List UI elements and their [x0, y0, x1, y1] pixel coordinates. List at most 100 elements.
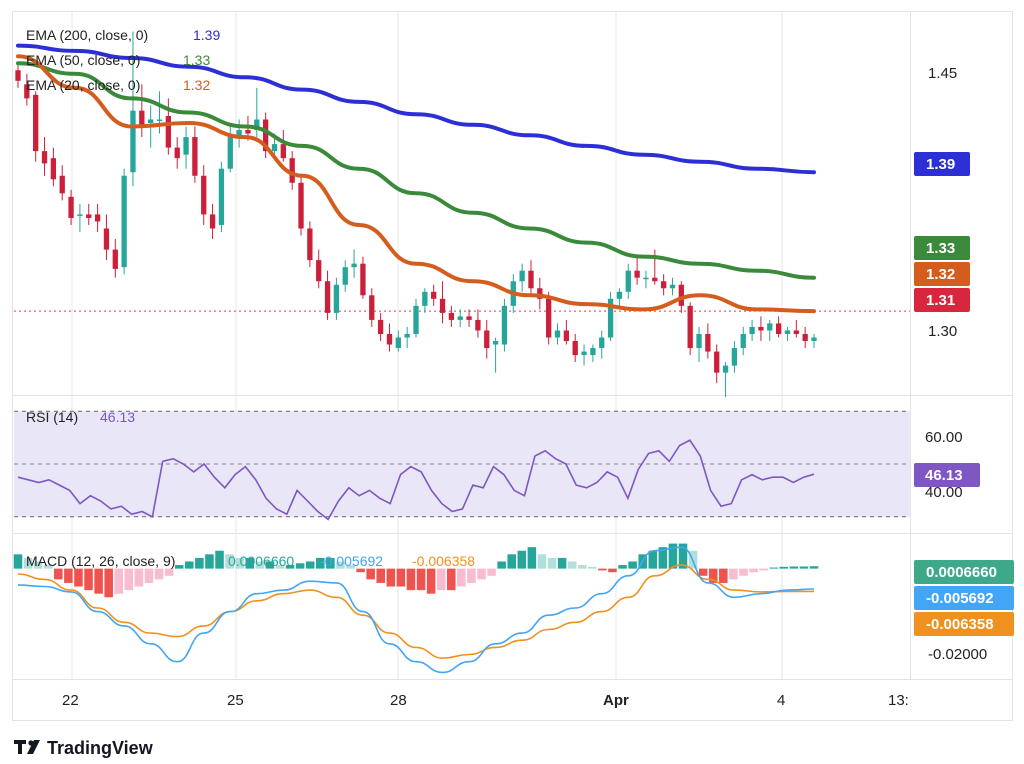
- candle-body: [731, 348, 738, 366]
- macd-histogram-bar: [537, 554, 547, 569]
- candle-body: [528, 270, 534, 289]
- macd-histogram-bar: [275, 565, 285, 569]
- macd-histogram-bar: [749, 568, 758, 573]
- macd-histogram-bar: [416, 568, 426, 591]
- price-pane[interactable]: EMA (200, close, 0) 1.39 EMA (50, close,…: [14, 27, 970, 398]
- macd-histogram-bar: [134, 568, 144, 587]
- candle-body: [41, 151, 48, 164]
- candle-body: [94, 214, 101, 222]
- macd-tick: -0.02000: [928, 646, 987, 663]
- macd-histogram-bar: [356, 568, 365, 573]
- macd-histogram-bar: [305, 561, 315, 569]
- macd-histogram-bar: [316, 557, 325, 569]
- price-legend[interactable]: EMA (200, close, 0) 1.39 EMA (50, close,…: [26, 27, 220, 93]
- macd-histogram-bar: [195, 557, 204, 569]
- chart-frame: [12, 11, 1013, 721]
- candle-body: [546, 298, 552, 338]
- ema50-badge-text: 1.33: [926, 240, 955, 257]
- candle-body: [643, 277, 649, 280]
- macd-histogram-bar: [104, 568, 113, 598]
- candle-body: [422, 291, 428, 306]
- candle-body: [342, 267, 348, 285]
- macd-histogram-bar: [457, 568, 466, 587]
- pane-frames: [12, 11, 1013, 721]
- ema20-price-badge: [914, 262, 970, 286]
- macd-title[interactable]: MACD (12, 26, close, 9): [26, 553, 175, 569]
- macd-histogram-bar: [628, 561, 637, 569]
- macd-histogram-bar: [497, 561, 506, 569]
- time-axis[interactable]: 22 25 28 Apr 4 13:: [62, 692, 909, 709]
- macd-histogram-bar: [43, 565, 53, 569]
- macd-histogram-bar: [84, 568, 93, 591]
- candle-body: [236, 130, 242, 138]
- candle-body: [678, 284, 684, 306]
- candle-body: [714, 351, 720, 373]
- candle-body: [413, 305, 419, 334]
- candle-body: [554, 330, 561, 338]
- macd-histogram-bar: [205, 554, 214, 569]
- macd-histogram-bar: [577, 565, 587, 569]
- candle-body: [652, 277, 658, 282]
- macd-histogram-bar: [477, 568, 486, 580]
- candle-body: [431, 291, 437, 299]
- macd-histogram-bar: [729, 568, 738, 580]
- macd-histogram-bar: [436, 568, 446, 591]
- candle-body: [280, 144, 286, 159]
- candle-body: [139, 110, 145, 127]
- candle-body: [130, 110, 136, 173]
- ema-200-line: [16, 43, 816, 175]
- macd-histogram-bar: [446, 568, 456, 591]
- ema20-legend-value: 1.32: [183, 77, 210, 93]
- candlesticks: [15, 31, 817, 398]
- macd-histogram-badge: [914, 560, 1014, 584]
- candle-body: [24, 84, 30, 99]
- macd-histogram-bar: [326, 557, 335, 569]
- macd-histogram-bar: [527, 547, 537, 569]
- ema-50-line: [16, 61, 816, 280]
- time-tick: 25: [227, 692, 244, 709]
- candle-body: [793, 330, 799, 334]
- macd-histogram-bar: [164, 568, 174, 576]
- candle-body: [227, 137, 233, 169]
- rsi-title[interactable]: RSI (14): [26, 409, 78, 425]
- macd-pane[interactable]: MACD (12, 26, close, 9) 0.0006660 -0.005…: [13, 543, 1014, 674]
- macd-histogram-bar: [708, 568, 718, 583]
- candle-body: [802, 333, 808, 342]
- macd-histogram-bar: [33, 561, 43, 569]
- macd-histogram-value: 0.0006660: [228, 553, 294, 569]
- macd-histogram-bar: [799, 566, 809, 569]
- candle-body: [59, 175, 65, 194]
- candle-body: [50, 158, 57, 180]
- rsi-pane[interactable]: RSI (14) 46.13 60.00 40.00 46.13: [14, 409, 980, 521]
- ema20-legend-name[interactable]: EMA (20, close, 0): [26, 77, 140, 93]
- price-axis[interactable]: 1.45 1.30 1.39 1.33 1.32 1.31: [914, 65, 970, 340]
- macd-line: [17, 546, 815, 674]
- candle-body: [696, 333, 702, 349]
- time-tick: 28: [390, 692, 407, 709]
- candle-body: [351, 263, 357, 268]
- macd-histogram-bar: [406, 568, 416, 591]
- candle-body: [722, 365, 729, 373]
- macd-histogram-bar: [124, 568, 134, 591]
- macd-histogram-bar: [739, 568, 748, 576]
- macd-histogram-bar: [426, 568, 436, 594]
- candle-body: [448, 312, 455, 320]
- macd-histogram-bar: [23, 557, 33, 569]
- macd-histogram-bar: [64, 568, 73, 583]
- brand-name: TradingView: [47, 738, 154, 758]
- ema200-legend-name[interactable]: EMA (200, close, 0): [26, 27, 148, 43]
- candle-body: [377, 319, 384, 334]
- candle-body: [625, 270, 631, 292]
- tradingview-logo[interactable]: TradingView: [14, 738, 154, 758]
- macd-histogram-bar: [54, 568, 63, 580]
- macd-histogram-bar: [487, 568, 496, 576]
- ema50-legend-name[interactable]: EMA (50, close, 0): [26, 52, 140, 68]
- time-tick: 22: [62, 692, 79, 709]
- macd-value: -0.005692: [320, 553, 383, 569]
- candle-body: [121, 175, 127, 268]
- candle-body: [77, 214, 83, 216]
- price-tick: 1.45: [928, 65, 957, 82]
- macd-histogram-bar: [94, 568, 103, 594]
- macd-histogram-bar: [265, 561, 275, 569]
